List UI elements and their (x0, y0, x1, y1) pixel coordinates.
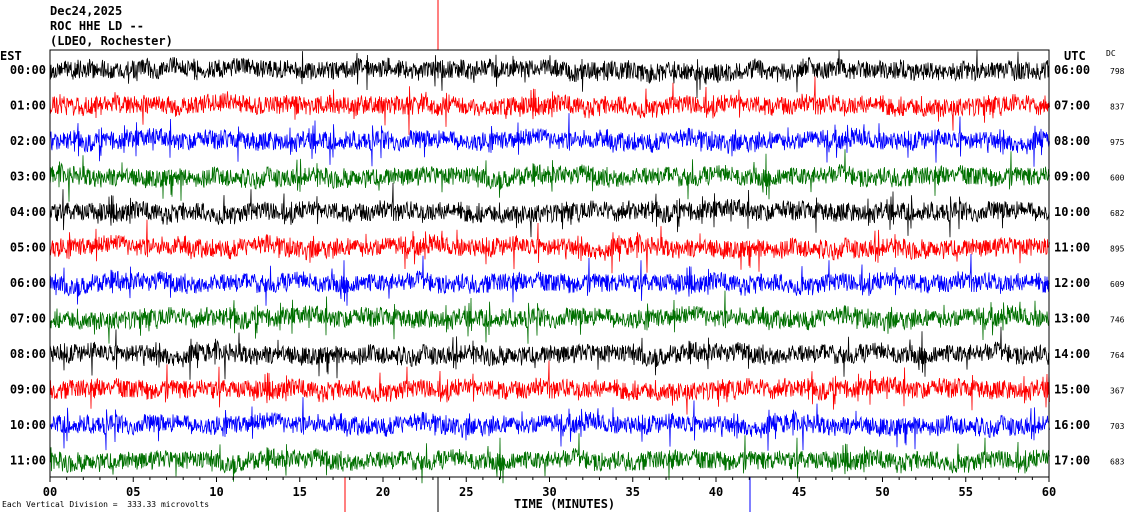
scale-footnote: Each Vertical Division = 333.33 microvol… (2, 500, 210, 509)
marker-layer (344, 0, 751, 512)
est-label: 01:00 (10, 99, 46, 113)
est-label: 06:00 (10, 276, 46, 290)
x-tick-label: 15 (293, 485, 307, 499)
utc-label: 06:00 (1054, 63, 1090, 77)
est-label: 09:00 (10, 383, 46, 397)
utc-label: 12:00 (1054, 276, 1090, 290)
est-label: 10:00 (10, 418, 46, 432)
est-label: 00:00 (10, 63, 46, 77)
header: Dec24,2025 ROC HHE LD -- (LDEO, Rocheste… (50, 4, 173, 49)
dc-value: 682 (1110, 209, 1125, 218)
x-axis-ticks: 00 05 10 15 20 25 30 35 40 45 50 55 60 (43, 477, 1056, 499)
dc-value: 746 (1110, 316, 1125, 325)
dc-value: 975 (1110, 138, 1125, 147)
dc-value: 683 (1110, 458, 1125, 467)
x-tick-label: 25 (459, 485, 473, 499)
utc-label: 16:00 (1054, 418, 1090, 432)
x-tick-label: 45 (792, 485, 806, 499)
est-hour-labels: 00:00 01:00 02:00 03:00 04:00 05:00 06:00 07:00… (10, 63, 46, 468)
x-axis-label: TIME (MINUTES) (514, 497, 615, 511)
x-tick-label: 05 (126, 485, 140, 499)
trace-row-0600 (49, 253, 1050, 306)
dc-value: 367 (1110, 387, 1125, 396)
trace-row-0000 (49, 49, 1050, 99)
trace-row-0100 (49, 76, 1050, 135)
right-zone-label: UTC (1064, 49, 1086, 63)
trace-row-0500 (49, 219, 1050, 274)
dc-value: 837 (1110, 103, 1125, 112)
trace-row-1000 (49, 397, 1050, 451)
x-tick-label: 55 (959, 485, 973, 499)
x-tick-label: 00 (43, 485, 57, 499)
x-tick-label: 35 (626, 485, 640, 499)
utc-label: 14:00 (1054, 347, 1090, 361)
x-tick-label: 50 (875, 485, 889, 499)
station-label: ROC HHE LD -- (50, 19, 144, 33)
dc-value: 895 (1110, 245, 1125, 254)
dc-value: 798 (1110, 67, 1125, 76)
utc-hour-labels: 06:00 07:00 08:00 09:00 10:00 11:00 12:00 13:00… (1054, 63, 1090, 468)
x-tick-label: 60 (1042, 485, 1056, 499)
utc-label: 15:00 (1054, 383, 1090, 397)
utc-label: 11:00 (1054, 241, 1090, 255)
trace-layer (49, 49, 1050, 484)
est-label: 04:00 (10, 205, 46, 219)
trace-row-0300 (49, 149, 1050, 202)
utc-label: 07:00 (1054, 99, 1090, 113)
trace-row-0200 (49, 113, 1050, 167)
date-label: Dec24,2025 (50, 4, 123, 18)
utc-label: 08:00 (1054, 134, 1090, 148)
x-tick-label: 10 (209, 485, 223, 499)
x-tick-label: 30 (542, 485, 556, 499)
est-label: 02:00 (10, 134, 46, 148)
utc-label: 10:00 (1054, 205, 1090, 219)
trace-row-0800 (49, 326, 1050, 380)
est-label: 03:00 (10, 170, 46, 184)
utc-label: 09:00 (1054, 170, 1090, 184)
dc-offset-labels: 798 837 975 600 682 895 609 746 764 367 703 683 (1110, 67, 1125, 467)
utc-label: 13:00 (1054, 312, 1090, 326)
dc-value: 600 (1110, 174, 1125, 183)
utc-label: 17:00 (1054, 454, 1090, 468)
est-label: 11:00 (10, 454, 46, 468)
x-tick-label: 40 (709, 485, 723, 499)
dc-value: 764 (1110, 351, 1125, 360)
dc-label: DC (1106, 49, 1116, 58)
trace-row-0700 (49, 290, 1050, 344)
trace-row-0400 (49, 182, 1050, 238)
trace-row-1100 (49, 433, 1050, 484)
x-tick-label: 20 (376, 485, 390, 499)
network-label: (LDEO, Rochester) (50, 34, 173, 48)
est-label: 08:00 (10, 347, 46, 361)
left-zone-label: EST (0, 49, 22, 63)
trace-row-0900 (49, 360, 1050, 415)
dc-value: 609 (1110, 280, 1125, 289)
est-label: 07:00 (10, 312, 46, 326)
dc-value: 703 (1110, 422, 1125, 431)
est-label: 05:00 (10, 241, 46, 255)
